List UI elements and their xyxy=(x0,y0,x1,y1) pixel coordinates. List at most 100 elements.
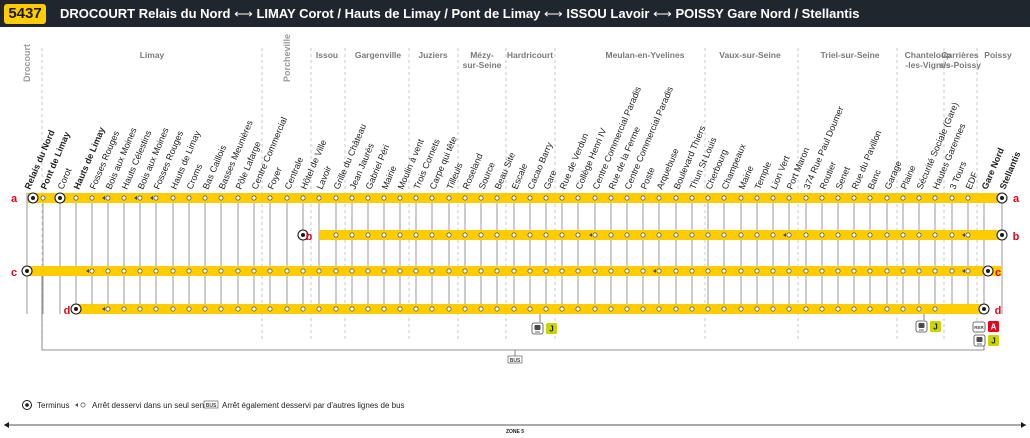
stop-dot xyxy=(689,195,695,201)
one-way-arrow xyxy=(962,269,965,273)
one-way-stop-icon xyxy=(134,195,143,201)
stop-dot xyxy=(884,306,890,312)
stop-dot xyxy=(478,195,484,201)
route-header: 5437 DROCOURT Relais du Nord ⟷ LIMAY Corot… xyxy=(0,0,1030,27)
stop-dot xyxy=(218,268,224,274)
rer-line-a-badge: A xyxy=(988,321,999,332)
stop-dot xyxy=(770,195,776,201)
one-way-arrow xyxy=(783,233,786,237)
stop-dot xyxy=(105,268,111,274)
stop-label: Gare xyxy=(542,168,559,190)
stop-dot xyxy=(738,268,744,274)
stop-dot xyxy=(867,232,873,238)
one-way-dot xyxy=(105,306,111,312)
zone-arrow-left-icon xyxy=(4,422,9,428)
terminus-core xyxy=(25,269,29,273)
stop-dot xyxy=(559,232,565,238)
stop-dot xyxy=(316,268,322,274)
stop-dot xyxy=(316,195,322,201)
rail-line-j-badge: J xyxy=(930,321,941,332)
legend-bus-icon: BUS xyxy=(203,400,219,409)
stop-dot xyxy=(413,232,419,238)
stop-dot xyxy=(494,195,500,201)
stop-dot xyxy=(673,232,679,238)
stop-dot xyxy=(835,306,841,312)
route-title: DROCOURT Relais du Nord ⟷ LIMAY Corot / Ha… xyxy=(60,0,859,27)
stop-dot xyxy=(721,195,727,201)
terminus-core xyxy=(1000,196,1004,200)
stop-dot xyxy=(73,195,79,201)
stop-dot xyxy=(932,306,938,312)
bidirectional-arrow-icon: ⟷ xyxy=(653,6,672,21)
stop-dot xyxy=(640,232,646,238)
stop-dot xyxy=(170,306,176,312)
one-way-stop-icon xyxy=(102,195,111,201)
commune-label: Poissy xyxy=(984,50,1012,60)
stop-dot xyxy=(478,232,484,238)
route-via-issou: ISSOU Lavoir xyxy=(566,6,650,21)
stop-dot xyxy=(511,195,517,201)
return-line xyxy=(41,271,985,351)
legend-terminus xyxy=(22,400,32,410)
stop-dot xyxy=(494,232,500,238)
commune-label: Triel-sur-Seine xyxy=(820,50,879,60)
branch-label: b xyxy=(306,231,313,243)
stop-dot xyxy=(543,232,549,238)
branch-label: a xyxy=(1013,193,1020,205)
stop-dot xyxy=(624,232,630,238)
one-way-legend-arrow xyxy=(75,403,78,407)
stop-dot xyxy=(738,306,744,312)
stop-dot xyxy=(916,195,922,201)
stop-dot xyxy=(770,306,776,312)
stop-dot xyxy=(559,268,565,274)
stop-label: Banc xyxy=(866,168,883,191)
stop-dot xyxy=(689,306,695,312)
stop-dot xyxy=(446,306,452,312)
stop-dot xyxy=(186,268,192,274)
one-way-arrow xyxy=(150,196,153,200)
stop-dot xyxy=(819,232,825,238)
terminus-icon xyxy=(996,192,1008,204)
stop-dot xyxy=(770,232,776,238)
stop-dot xyxy=(884,232,890,238)
stop-dot xyxy=(381,268,387,274)
stop-dot xyxy=(656,232,662,238)
terminus-icon xyxy=(54,192,66,204)
stop-dot xyxy=(543,306,549,312)
legend-terminus-label: Terminus xyxy=(37,401,69,410)
stop-dot xyxy=(803,268,809,274)
rail-line-j-badge-label: J xyxy=(549,325,553,334)
one-way-dot xyxy=(153,195,159,201)
stop-dot xyxy=(462,232,468,238)
bidirectional-arrow-icon: ⟷ xyxy=(544,6,563,21)
commune-label: Limay xyxy=(140,50,165,60)
one-way-dot xyxy=(656,268,662,274)
stop-dot xyxy=(900,232,906,238)
branch-label: b xyxy=(1013,231,1020,243)
one-way-dot xyxy=(592,232,598,238)
one-way-stop-icon xyxy=(962,232,971,238)
stop-dot xyxy=(429,232,435,238)
rail-line-j-badge-label: J xyxy=(933,323,937,332)
commune-label: Carrières s/s-Poissy xyxy=(939,50,981,70)
one-way-dot xyxy=(965,268,971,274)
stop-dot xyxy=(218,195,224,201)
stop-dot xyxy=(673,195,679,201)
stop-dot xyxy=(575,232,581,238)
stop-dot xyxy=(186,306,192,312)
stop-dot xyxy=(575,306,581,312)
commune-label: Drocourt xyxy=(22,44,32,82)
stop-dot xyxy=(251,195,257,201)
rail-line-j-badge-label: J xyxy=(991,337,995,346)
stop-dot xyxy=(494,268,500,274)
stop-dot xyxy=(949,268,955,274)
stop-dot xyxy=(819,306,825,312)
stop-dot xyxy=(429,195,435,201)
stop-dot xyxy=(121,306,127,312)
stop-dot xyxy=(316,306,322,312)
terminus-core xyxy=(1000,233,1004,237)
stop-dot xyxy=(413,306,419,312)
stop-dot xyxy=(851,306,857,312)
stop-dot xyxy=(932,195,938,201)
stop-dot xyxy=(932,268,938,274)
